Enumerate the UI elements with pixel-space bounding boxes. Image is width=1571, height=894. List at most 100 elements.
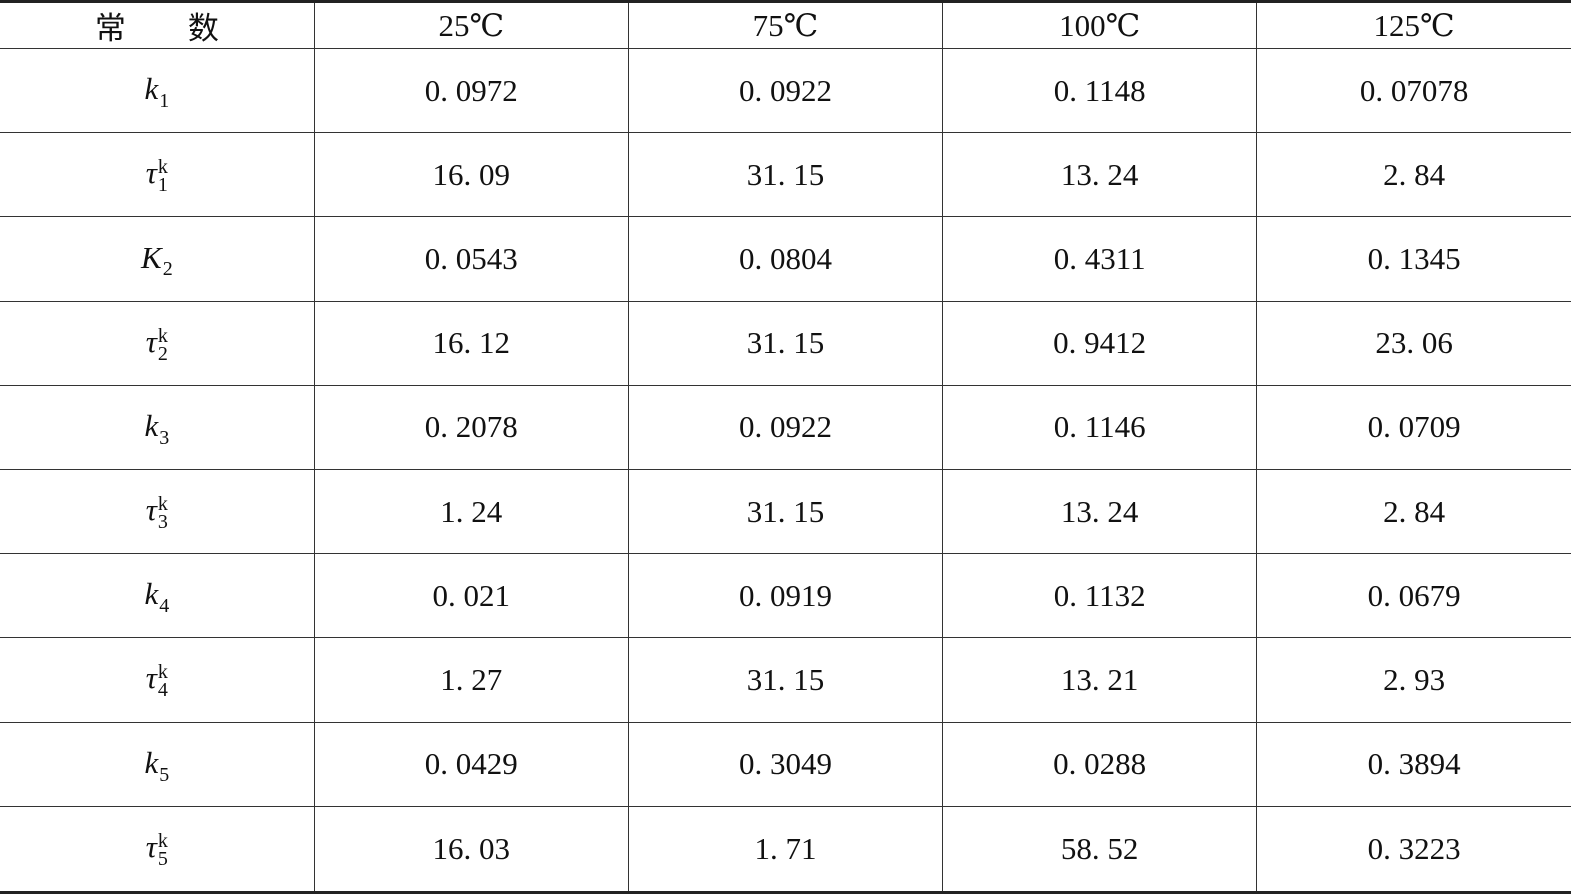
value-cell: 23. 06 bbox=[1256, 301, 1571, 386]
symbol-scripts: 3 bbox=[159, 411, 170, 449]
subscript: 3 bbox=[159, 426, 170, 449]
value-cell: 31. 15 bbox=[627, 301, 943, 386]
symbol-base: τ bbox=[145, 323, 157, 359]
value-cell: 2. 84 bbox=[1256, 469, 1571, 554]
value-cell: 0. 0543 bbox=[313, 216, 629, 302]
value-cell: 16. 03 bbox=[313, 806, 629, 893]
subscript: 4 bbox=[157, 679, 168, 702]
value-cell: 0. 0922 bbox=[627, 48, 943, 133]
value-cell: 0. 07078 bbox=[1256, 48, 1571, 133]
value-cell: 0. 3049 bbox=[627, 722, 943, 807]
table-row: τ k 2 16. 12 31. 15 0. 9412 23. 06 bbox=[0, 301, 1571, 386]
value-cell: 1. 27 bbox=[313, 637, 629, 722]
header-cell: 75℃ bbox=[627, 1, 943, 49]
symbol-base: τ bbox=[145, 492, 157, 528]
table-row: k 5 0. 0429 0. 3049 0. 0288 0. 3894 bbox=[0, 722, 1571, 807]
value-cell: 31. 15 bbox=[627, 132, 943, 217]
superscript: k bbox=[157, 324, 168, 347]
value-cell: 0. 0919 bbox=[627, 553, 943, 638]
symbol-base: k bbox=[144, 576, 159, 612]
value-cell: 16. 12 bbox=[313, 301, 629, 386]
symbol-base: k bbox=[144, 407, 159, 443]
value-cell: 0. 1148 bbox=[942, 48, 1257, 133]
value-cell: 0. 1132 bbox=[942, 553, 1257, 638]
subscript: 5 bbox=[159, 763, 170, 786]
subscript: 5 bbox=[157, 848, 168, 871]
value-cell: 0. 9412 bbox=[942, 301, 1257, 386]
superscript: k bbox=[157, 492, 168, 515]
value-cell: 31. 15 bbox=[627, 637, 943, 722]
symbol-base: K bbox=[141, 239, 162, 275]
value-cell: 0. 021 bbox=[313, 553, 629, 638]
table-row: k 3 0. 2078 0. 0922 0. 1146 0. 0709 bbox=[0, 385, 1571, 470]
table-row: k 1 0. 0972 0. 0922 0. 1148 0. 07078 bbox=[0, 48, 1571, 133]
value-cell: 0. 0922 bbox=[627, 385, 943, 470]
table-row: τ k 3 1. 24 31. 15 13. 24 2. 84 bbox=[0, 469, 1571, 554]
symbol-base: τ bbox=[145, 155, 157, 191]
value-cell: 16. 09 bbox=[313, 132, 629, 217]
value-cell: 0. 1146 bbox=[942, 385, 1257, 470]
symbol-base: k bbox=[144, 744, 159, 780]
header-cell: 25℃ bbox=[313, 1, 629, 49]
value-cell: 0. 3894 bbox=[1256, 722, 1571, 807]
subscript: 2 bbox=[162, 258, 173, 281]
value-cell: 0. 0804 bbox=[627, 216, 943, 302]
table-header: 常 数 25℃ 75℃ 100℃ 125℃ bbox=[0, 1, 1571, 49]
subscript: 1 bbox=[159, 90, 170, 113]
symbol-base: τ bbox=[145, 829, 157, 865]
subscript: 4 bbox=[159, 595, 170, 618]
value-cell: 1. 24 bbox=[313, 469, 629, 554]
superscript: k bbox=[157, 661, 168, 684]
superscript: k bbox=[157, 156, 168, 179]
header-cell: 125℃ bbox=[1256, 1, 1571, 49]
value-cell: 0. 0709 bbox=[1256, 385, 1571, 470]
symbol-scripts: 5 bbox=[159, 748, 170, 786]
header-cell: 100℃ bbox=[942, 1, 1257, 49]
value-cell: 58. 52 bbox=[942, 806, 1257, 893]
value-cell: 0. 4311 bbox=[942, 216, 1257, 302]
value-cell: 1. 71 bbox=[627, 806, 943, 893]
value-cell: 2. 84 bbox=[1256, 132, 1571, 217]
table-body: k 1 0. 0972 0. 0922 0. 1148 0. 07078 τ k 1 16. 09… bbox=[0, 48, 1571, 893]
value-cell: 0. 0972 bbox=[313, 48, 629, 133]
value-cell: 0. 0679 bbox=[1256, 553, 1571, 638]
symbol-base: k bbox=[144, 71, 159, 107]
table-row: K 2 0. 0543 0. 0804 0. 4311 0. 1345 bbox=[0, 216, 1571, 302]
symbol-scripts: 4 bbox=[159, 579, 170, 618]
subscript: 1 bbox=[157, 174, 168, 197]
subscript: 3 bbox=[157, 510, 168, 533]
value-cell: 13. 21 bbox=[942, 637, 1257, 722]
symbol-scripts: 1 bbox=[159, 74, 170, 113]
superscript: k bbox=[157, 830, 168, 853]
subscript: 2 bbox=[157, 342, 168, 365]
table-row: τ k 5 16. 03 1. 71 58. 52 0. 3223 bbox=[0, 806, 1571, 893]
value-cell: 13. 24 bbox=[942, 469, 1257, 554]
value-cell: 0. 0288 bbox=[942, 722, 1257, 807]
header-row: 常 数 25℃ 75℃ 100℃ 125℃ bbox=[0, 1, 1571, 49]
table-row: τ k 1 16. 09 31. 15 13. 24 2. 84 bbox=[0, 132, 1571, 217]
